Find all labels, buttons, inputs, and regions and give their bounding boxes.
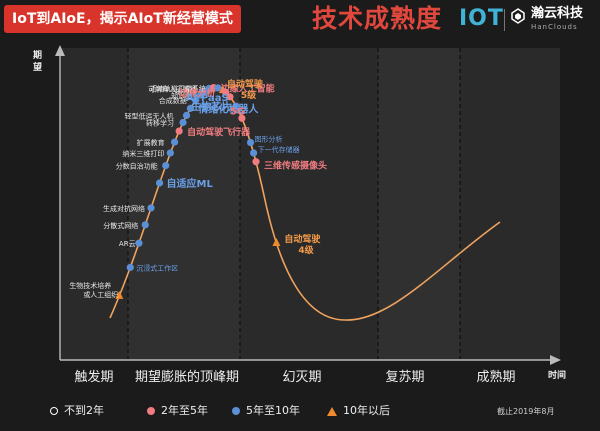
- technology-label: 生物芯片: [191, 100, 231, 113]
- technology-label: 自动驾驶 5级: [227, 78, 264, 101]
- technology-label: 情绪化机器人: [198, 102, 259, 115]
- technology-label: 自适应ML: [167, 177, 214, 190]
- phase-band: [378, 48, 460, 360]
- technology-label: 分数自治功能: [116, 162, 158, 171]
- phase-band: [60, 48, 128, 360]
- phase-label: 成熟期: [476, 369, 515, 385]
- phase-band: [240, 48, 378, 360]
- technology-marker: [170, 138, 179, 146]
- phase-label: 期望膨胀的顶峰期: [135, 369, 239, 385]
- slide-title: IoT到AIoE，揭示AIoT新经营模式: [4, 5, 241, 33]
- legend-item-over-10-years: 10年以后: [327, 404, 390, 418]
- technology-marker: [246, 138, 255, 147]
- technology-label: 合成数据: [159, 96, 187, 105]
- technology-marker: [179, 118, 187, 127]
- technology-marker: [182, 111, 191, 120]
- brand-mark-icon: [511, 8, 525, 24]
- axes: [55, 45, 561, 365]
- phase-label: 幻灭期: [282, 370, 321, 385]
- technology-marker: [238, 114, 246, 122]
- technology-marker: [272, 237, 281, 246]
- technology-marker: [166, 149, 174, 157]
- legend: 不到2年 2年至5年 5年至10年 10年以后: [0, 396, 600, 426]
- y-axis-arrow-icon: [55, 45, 65, 56]
- technology-label: 生物技术培养或人工组织: [69, 281, 118, 299]
- orange-triangle-icon: [327, 406, 337, 416]
- technology-label: 边缘分析: [179, 87, 216, 99]
- legend-label: 10年以后: [343, 404, 390, 417]
- technology-label: 拟人化: [176, 87, 197, 96]
- phase-label: 触发期: [74, 369, 113, 385]
- technology-marker: [232, 102, 240, 110]
- phase-band: [128, 48, 240, 360]
- logo-divider: [504, 9, 505, 31]
- technology-label: 边缘人工智能: [220, 83, 275, 95]
- technology-marker: [226, 93, 234, 101]
- slide-subject: 技术成熟度: [312, 4, 443, 33]
- technology-marker: [135, 239, 143, 247]
- y-axis-label: 期望: [33, 49, 42, 73]
- technology-marker: [186, 104, 195, 112]
- phase-label: 复苏期: [385, 369, 424, 385]
- technology-label: 自动驾驶 4级: [284, 233, 321, 256]
- date-note: 截止2019年8月: [497, 407, 555, 416]
- technology-label: 近地轨道卫星系统: [150, 84, 206, 93]
- technology-marker: [155, 179, 164, 187]
- technology-marker: [252, 158, 260, 166]
- brand-name-en: HanClouds: [531, 23, 578, 31]
- header: IoT到AIoE，揭示AIoT新经营模式 技术成熟度 IOT 瀚云科技 HanC…: [0, 0, 600, 40]
- legend-label: 不到2年: [64, 404, 104, 417]
- technology-marker: [147, 204, 155, 212]
- technology-label: AI PaaS: [186, 93, 229, 104]
- legend-label: 2年至5年: [161, 404, 208, 417]
- technology-label: 知识图: [171, 91, 192, 100]
- technology-label: 可解释人工智能: [148, 85, 197, 94]
- pink-circle-icon: [147, 407, 155, 415]
- technology-label: 图形分析: [255, 135, 283, 144]
- technology-label: 纳米三维打印: [122, 149, 164, 158]
- x-axis-label: 时间: [548, 369, 566, 381]
- blue-circle-icon: [232, 407, 240, 415]
- technology-marker: [250, 149, 258, 157]
- legend-item-2-to-5-years: 2年至5年: [147, 404, 208, 418]
- technology-marker: [115, 290, 124, 299]
- technology-marker: [162, 161, 170, 170]
- technology-marker: [126, 263, 134, 272]
- phase-band: [460, 48, 560, 360]
- technology-label: 自动驾驶飞行器: [187, 126, 251, 138]
- phase-bands: [60, 48, 560, 360]
- technology-markers: [115, 83, 281, 299]
- technology-marker: [141, 221, 149, 229]
- technology-label: 轻型低运无人机: [125, 111, 174, 120]
- x-axis-arrow-icon: [550, 355, 561, 365]
- technology-marker: [214, 84, 222, 92]
- legend-item-under-2-years: 不到2年: [50, 404, 104, 418]
- iot-logo: IOT: [459, 6, 504, 31]
- technology-label: 三维传感摄像头: [264, 160, 327, 172]
- technology-marker: [175, 127, 183, 135]
- hollow-circle-icon: [50, 407, 58, 415]
- technology-labels: 生物技术培养或人工组织 沉浸式工作区 AR云 分散式网络 生成对抗网络 自适应ML 分数自治…: [69, 78, 327, 299]
- technology-label: 分散式网络: [103, 221, 138, 230]
- technology-label: 下一代存储器: [258, 145, 300, 154]
- technology-label: 转移学习: [146, 119, 174, 128]
- technology-label: 沉浸式工作区: [136, 263, 178, 272]
- legend-item-5-to-10-years: 5年至10年: [232, 404, 300, 418]
- phase-labels: 触发期 期望膨胀的顶峰期 幻灭期 复苏期 成熟期: [74, 369, 515, 385]
- technology-label: 生成对抗网络: [103, 204, 145, 213]
- technology-label: 扩展教育: [137, 138, 165, 147]
- brand-name-cn: 瀚云科技: [531, 6, 584, 21]
- technology-label: 5G: [230, 106, 245, 117]
- technology-label: AR云: [119, 240, 136, 248]
- technology-marker: [192, 96, 200, 104]
- legend-label: 5年至10年: [246, 404, 300, 417]
- technology-marker: [221, 88, 230, 96]
